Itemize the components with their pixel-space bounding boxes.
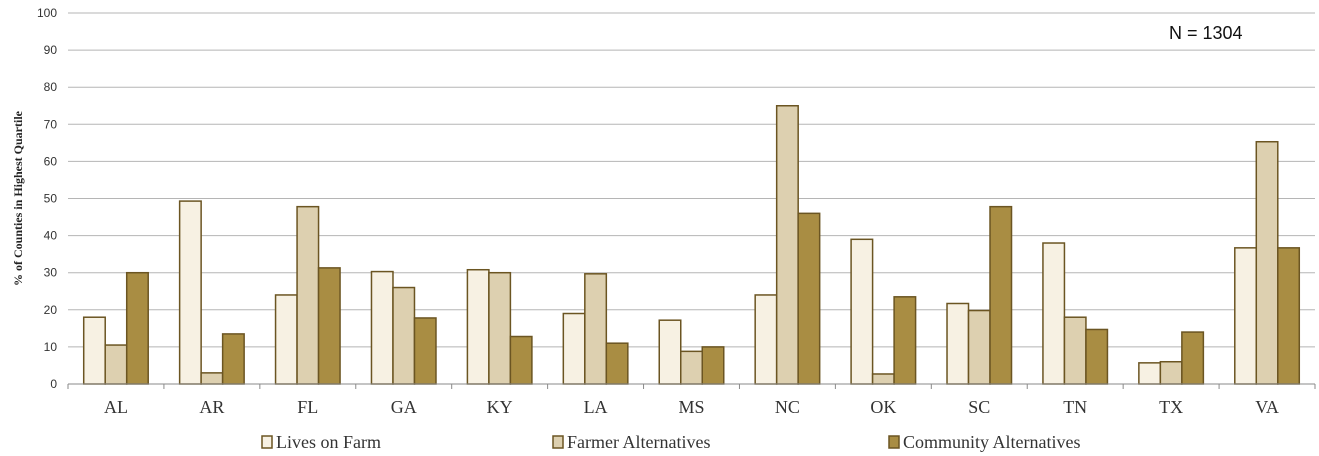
bar-NC-0 [754,294,778,385]
bar-TX-2 [1181,331,1205,385]
bar-FL-2 [317,267,341,385]
bar-TX-0 [1138,362,1162,385]
bar-VA-2 [1277,247,1301,385]
legend-swatch [261,435,273,449]
bar-GA-0 [370,270,394,385]
x-tick-label: MS [678,397,704,417]
y-tick-label: 50 [44,192,58,206]
bar-LA-2 [605,342,629,385]
bar-GA-1 [392,286,416,385]
bar-AR-0 [178,200,202,385]
bar-VA-0 [1234,247,1258,385]
x-tick-label: NC [775,397,800,417]
bar-SC-0 [946,302,970,385]
y-axis-label: % of Counties in Highest Quartile [11,110,25,286]
bar-TN-0 [1042,242,1066,385]
bar-MS-1 [680,350,703,385]
x-tick-label: KY [487,397,513,417]
legend-label: Farmer Alternatives [567,432,710,452]
y-tick-label: 30 [44,266,58,280]
bar-FL-0 [274,294,298,385]
x-tick-labels: AL AR FL GA KY LA MS NC OK SC TN TX VA [67,384,1316,417]
bar-KY-2 [509,335,533,385]
bar-AR-2 [221,333,245,385]
bar-GA-2 [413,317,437,385]
bars [82,105,1301,385]
sample-size-annotation: N = 1304 [1169,23,1243,43]
bar-MS-0 [658,319,682,385]
bar-AL-1 [104,344,128,385]
y-tick-label: 100 [37,6,57,20]
y-tick-label: 10 [44,340,58,354]
legend-label: Community Alternatives [903,432,1081,452]
x-tick-label: AR [199,397,224,417]
legend: Lives on Farm Farmer Alternatives Communit… [261,432,1081,452]
bar-NC-2 [797,212,821,385]
y-tick-label: 90 [44,43,58,57]
y-tick-label: 0 [50,377,57,391]
bar-LA-1 [584,273,608,385]
bar-KY-1 [488,271,512,385]
gridlines [68,12,1315,348]
bar-OK-0 [850,238,874,385]
bar-OK-2 [893,296,917,385]
bar-LA-0 [562,312,586,385]
bar-SC-1 [967,309,991,385]
x-tick-label: VA [1255,397,1279,417]
bar-OK-1 [871,373,895,385]
bar-AL-2 [125,271,149,385]
legend-label: Lives on Farm [276,432,381,452]
x-tick-label: AL [104,397,128,417]
bar-AR-1 [200,372,224,385]
y-tick-label: 70 [44,117,58,131]
bar-FL-1 [296,205,320,385]
bar-MS-2 [701,346,725,385]
y-tick-label: 60 [44,154,58,168]
y-tick-label: 40 [44,229,58,243]
x-tick-label: TX [1159,397,1183,417]
legend-swatch [552,435,564,449]
bar-NC-1 [775,105,799,385]
bar-SC-2 [989,205,1013,385]
bar-TN-2 [1085,328,1109,385]
x-tick-label: SC [968,397,990,417]
x-tick-label: LA [584,397,608,417]
legend-swatch [888,435,900,449]
x-tick-label: GA [391,397,417,417]
x-tick-label: TN [1063,397,1087,417]
x-tick-label: OK [870,397,896,417]
bar-AL-0 [82,316,106,385]
bar-TX-1 [1159,360,1183,385]
bar-VA-1 [1255,140,1279,385]
bar-KY-0 [466,268,490,385]
bar-TN-1 [1063,316,1087,385]
x-tick-label: FL [297,397,318,417]
y-tick-label: 80 [44,80,58,94]
y-tick-label: 20 [44,303,58,317]
y-tick-labels: 0 10 20 30 40 50 60 70 80 90 100 [37,6,57,391]
